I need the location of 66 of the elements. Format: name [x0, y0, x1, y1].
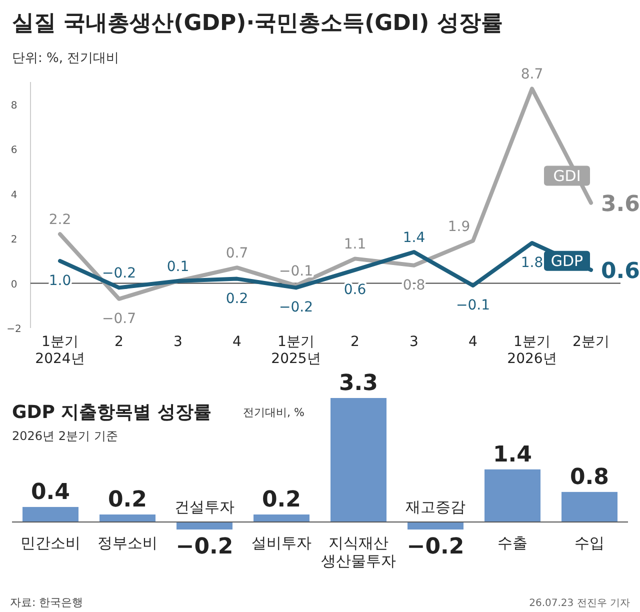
chart-title: 실질 국내총생산(GDP)·국민총소득(GDI) 성장률: [12, 11, 503, 36]
x-tick-label: 2: [350, 334, 360, 350]
x-tick-label: 1분기 2024년: [35, 334, 85, 367]
data-label: 1.4: [493, 442, 532, 468]
text: 자료: 한국은행: [10, 596, 84, 609]
x-tick-label: 4: [232, 334, 242, 350]
data-label: 0.8: [570, 464, 609, 490]
series-label: GDI: [553, 166, 581, 185]
x-tick-label: 민간소비: [20, 534, 80, 552]
y-tick-label: 8: [10, 100, 18, 112]
x-tick-label: 수출: [498, 534, 528, 552]
data-label: −0.7: [102, 310, 136, 327]
bar: [330, 398, 386, 522]
bar: [22, 506, 78, 522]
data-label: −0.2: [176, 534, 234, 560]
x-tick-label: 3: [410, 334, 418, 350]
text: 26.07.23 전진우 기자: [529, 598, 630, 609]
x-tick-label: 지식재산 생산물투자: [321, 534, 396, 570]
data-label: 1.1: [344, 236, 366, 253]
bar: [562, 492, 618, 522]
x-tick-label: 정부소비: [98, 534, 158, 552]
data-label: 0.2: [262, 487, 301, 512]
bar: [484, 469, 540, 522]
y-tick-label: −2: [6, 324, 22, 335]
x-tick-label: 1분기 2025년: [271, 334, 321, 367]
data-label: 0.6: [344, 282, 366, 298]
data-label: −0.2: [102, 266, 136, 282]
y-tick-label: 2: [10, 234, 18, 246]
x-tick-label: 수입: [574, 534, 604, 552]
data-label: 0.6: [601, 258, 640, 284]
x-tick-label: 건설투자: [174, 498, 234, 516]
x-tick-label: 4: [468, 334, 478, 350]
data-label: −0.1: [279, 264, 313, 280]
data-label: −0.2: [406, 534, 464, 560]
text: 전기대비, %: [243, 406, 304, 419]
data-label: 0.4: [31, 480, 70, 505]
x-tick-label: 3: [174, 334, 182, 350]
data-label: 1.8: [520, 255, 544, 272]
data-label: 0.1: [166, 259, 190, 276]
data-label: 0.2: [226, 290, 248, 307]
y-tick-label: 4: [10, 190, 18, 201]
y-tick-label: 6: [10, 145, 18, 156]
x-tick-label: 재고증감: [406, 498, 466, 516]
data-label: 1.9: [448, 218, 470, 235]
data-label: −0.1: [456, 298, 490, 314]
data-label: −0.2: [279, 300, 313, 316]
bar: [254, 514, 310, 522]
x-tick-label: 2: [114, 334, 124, 350]
series-label: GDP: [550, 252, 584, 270]
data-label: 1.4: [402, 230, 426, 246]
chart-title: GDP 지출항목별 성장률: [12, 402, 212, 423]
chart-subtitle: 단위: %, 전기대비: [12, 51, 120, 66]
x-tick-label: 1분기 2026년: [507, 334, 557, 367]
data-label: 0.7: [226, 246, 248, 262]
data-label: 3.6: [601, 192, 640, 217]
x-tick-label: 2분기: [572, 334, 610, 350]
bar: [100, 514, 156, 522]
bar: [176, 522, 232, 530]
data-label: 8.7: [520, 66, 544, 83]
data-label: 0.2: [108, 487, 147, 512]
y-tick-label: 0: [10, 279, 18, 290]
data-label: 3.3: [339, 371, 378, 396]
bar: [408, 522, 464, 530]
x-tick-label: 설비투자: [252, 534, 312, 552]
annotation: 2026년 2분기 기준: [12, 429, 118, 443]
data-label: 2.2: [48, 212, 72, 228]
